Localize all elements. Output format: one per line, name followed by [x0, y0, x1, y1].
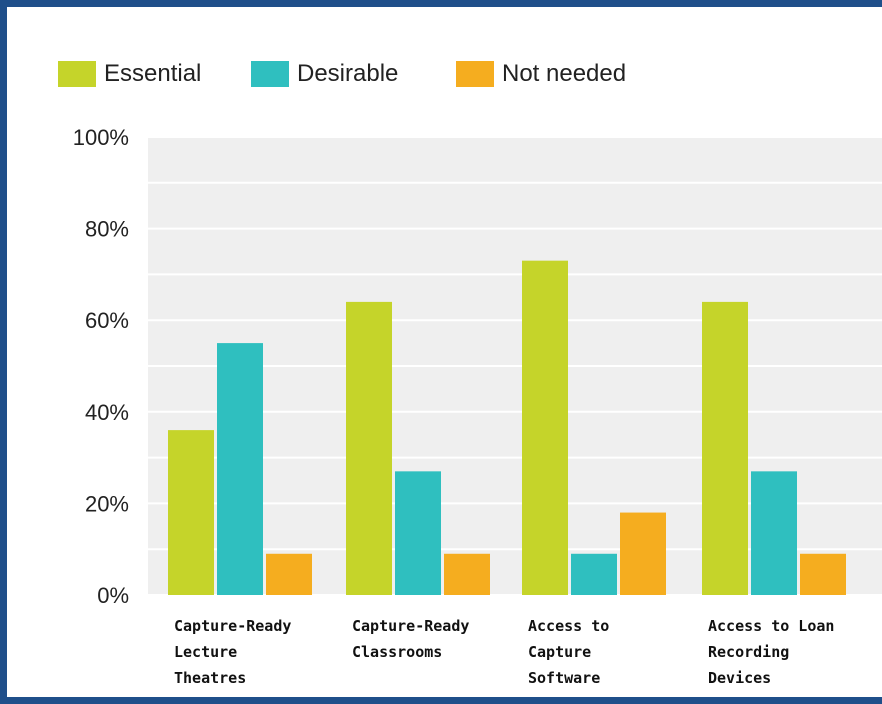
y-tick-label: 80%: [85, 217, 129, 242]
y-axis: 0% 20% 40% 60% 80% 100%: [73, 125, 129, 608]
legend-label-not-needed: Not needed: [502, 60, 626, 87]
legend-label-essential: Essential: [104, 60, 201, 87]
y-tick-label: 100%: [73, 125, 129, 150]
bars: [168, 260, 846, 595]
bar-chart: Essential Desirable Not needed 0% 20% 40% 60%…: [58, 60, 882, 687]
bar-not-needed: [266, 553, 312, 595]
bar-essential: [522, 260, 568, 595]
x-category-label: Recording: [708, 643, 789, 661]
bar-desirable: [751, 471, 797, 595]
x-category-label: Access to: [528, 617, 609, 635]
y-tick-label: 0%: [97, 583, 129, 608]
x-category-label: Lecture: [174, 643, 237, 661]
x-category-label: Theatres: [174, 669, 246, 687]
bar-essential: [702, 301, 748, 595]
bar-not-needed: [800, 553, 846, 595]
gridlines: [148, 136, 882, 596]
legend-swatch-not-needed: [456, 61, 494, 87]
legend: Essential Desirable Not needed: [58, 60, 626, 87]
bar-desirable: [217, 343, 263, 595]
bar-essential: [346, 301, 392, 595]
x-category-label: Capture-Ready: [352, 617, 469, 635]
bar-not-needed: [620, 512, 666, 595]
bar-desirable: [395, 471, 441, 595]
x-axis: Capture-Ready Lecture Theatres Capture-Read…: [174, 617, 834, 687]
x-category-label: Capture: [528, 643, 591, 661]
x-category-label: Classrooms: [352, 643, 442, 661]
x-category-label: Capture-Ready: [174, 617, 291, 635]
y-tick-label: 60%: [85, 308, 129, 333]
x-category-label: Software: [528, 669, 600, 687]
x-category-label: Devices: [708, 669, 771, 687]
bar-desirable: [571, 553, 617, 595]
y-tick-label: 40%: [85, 400, 129, 425]
bar-not-needed: [444, 553, 490, 595]
legend-swatch-essential: [58, 61, 96, 87]
bar-essential: [168, 430, 214, 595]
legend-label-desirable: Desirable: [297, 60, 398, 87]
y-tick-label: 20%: [85, 491, 129, 516]
legend-swatch-desirable: [251, 61, 289, 87]
x-category-label: Access to Loan: [708, 617, 834, 635]
